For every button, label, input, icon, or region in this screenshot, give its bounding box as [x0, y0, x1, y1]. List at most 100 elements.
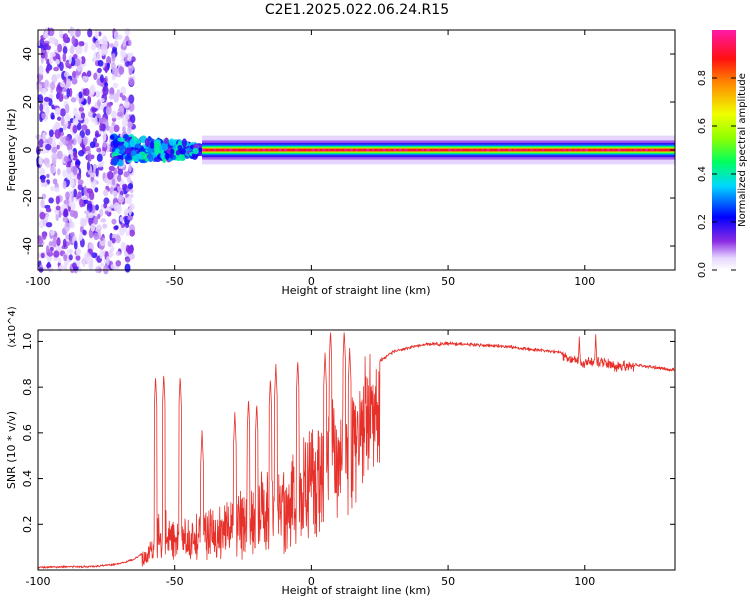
- heatmap-cell: [121, 183, 128, 189]
- heatmap-cell: [65, 234, 70, 240]
- heatmap-cell: [128, 206, 132, 216]
- heatmap-cell: [83, 88, 90, 97]
- heatmap-cell: [107, 240, 112, 248]
- heatmap-cell: [284, 148, 288, 152]
- heatmap-cell: [54, 121, 61, 130]
- heatmap-cell: [655, 148, 660, 152]
- heatmap-cell: [475, 148, 479, 152]
- heatmap-cell: [113, 202, 120, 212]
- heatmap-cell: [115, 260, 122, 267]
- heatmap-cell: [590, 148, 594, 152]
- heatmap-cell: [103, 197, 110, 205]
- heatmap-cell: [40, 52, 46, 59]
- heatmap-cell: [127, 245, 134, 255]
- x-tick-label: 100: [574, 575, 595, 588]
- heatmap-cell: [87, 111, 93, 118]
- x-tick-label: -100: [26, 575, 51, 588]
- heatmap-cell: [97, 59, 104, 67]
- heatmap-cell: [62, 169, 67, 178]
- heatmap-cell: [101, 250, 106, 256]
- heatmap-cell: [108, 165, 115, 172]
- heatmap-cell: [36, 72, 44, 81]
- heatmap-cell: [127, 183, 134, 190]
- colorbar-tick-label: 0.2: [697, 214, 708, 230]
- heatmap-cell: [305, 148, 310, 152]
- heatmap-cell: [77, 135, 82, 144]
- heatmap-cell: [48, 240, 54, 247]
- heatmap-cell: [40, 198, 45, 209]
- heatmap-carrier-band: [202, 135, 676, 165]
- heatmap-cell: [93, 232, 100, 241]
- heatmap-cell: [50, 186, 55, 192]
- heatmap-cell: [464, 148, 468, 152]
- heatmap-cell: [639, 148, 643, 152]
- x-tick-label: 50: [441, 575, 455, 588]
- heatmap-cell: [355, 148, 359, 152]
- heatmap-cell: [71, 70, 77, 79]
- heatmap-cell: [99, 123, 103, 132]
- heatmap-cell: [90, 223, 96, 232]
- heatmap-cell: [333, 148, 337, 152]
- heatmap-cell: [88, 190, 95, 201]
- x-tick-label: 50: [441, 275, 455, 288]
- heatmap-cell: [117, 168, 124, 176]
- heatmap-cell: [97, 163, 104, 168]
- heatmap-cell: [91, 57, 96, 63]
- heatmap-cell: [74, 28, 81, 38]
- heatmap-cell: [87, 95, 92, 105]
- heatmap-cell: [535, 148, 539, 152]
- heatmap-cell: [344, 148, 348, 152]
- heatmap-cell: [114, 225, 119, 230]
- heatmap-cell: [53, 186, 60, 193]
- heatmap-cell: [278, 148, 282, 152]
- heatmap-cell: [126, 126, 132, 135]
- heatmap-cell: [66, 171, 73, 181]
- heatmap-cell: [94, 130, 100, 138]
- heatmap-cell: [192, 147, 199, 155]
- colorbar: 0.0 0.2 0.4 0.6 0.8 Normalized spectral ampl…: [697, 30, 748, 278]
- heatmap-cell: [41, 232, 47, 240]
- heatmap-cell: [96, 153, 103, 162]
- heatmap-cell: [398, 148, 403, 152]
- heatmap-cell: [349, 148, 353, 152]
- x-tick-label: 0: [308, 275, 315, 288]
- snr-x-axis-label: Height of straight line (km): [281, 584, 430, 597]
- heatmap-cell: [105, 255, 110, 266]
- heatmap-cell: [102, 85, 109, 96]
- spectrogram-y-axis-label: Frequency (Hz): [5, 109, 18, 192]
- heatmap-cell: [111, 122, 116, 127]
- heatmap-cell: [118, 145, 127, 151]
- heatmap-cell: [117, 137, 125, 142]
- heatmap-noise-region: [35, 26, 136, 275]
- heatmap-cell: [82, 229, 87, 236]
- heatmap-cell: [135, 153, 143, 160]
- heatmap-cell: [78, 41, 83, 47]
- heatmap-cell: [56, 84, 63, 95]
- heatmap-cell: [117, 174, 122, 183]
- heatmap-cell: [124, 263, 131, 273]
- y-tick-label: 0.4: [21, 470, 34, 488]
- heatmap-cell: [77, 150, 85, 157]
- heatmap-cell: [149, 140, 155, 149]
- heatmap-cell: [557, 148, 561, 152]
- heatmap-cell: [36, 83, 43, 92]
- heatmap-cell: [59, 61, 64, 72]
- heatmap-cell: [130, 150, 137, 157]
- heatmap-cell: [39, 174, 46, 181]
- heatmap-cell: [628, 148, 632, 152]
- heatmap-cell: [47, 136, 53, 145]
- heatmap-cell: [123, 171, 130, 178]
- heatmap-cell: [115, 235, 121, 244]
- heatmap-onset-region: [109, 133, 206, 167]
- heatmap-cell: [223, 148, 228, 152]
- heatmap-cell: [45, 143, 52, 151]
- heatmap-cell: [124, 155, 133, 161]
- heatmap-cell: [40, 252, 45, 259]
- heatmap-cell: [75, 160, 81, 166]
- snr-y-ticks: 0.2 0.4 0.6 0.8 1.0: [21, 333, 675, 533]
- heatmap-cell: [273, 148, 277, 152]
- heatmap-cell: [55, 195, 60, 205]
- heatmap-cell: [57, 43, 63, 53]
- heatmap-cell: [122, 39, 127, 48]
- heatmap-cell: [128, 39, 132, 47]
